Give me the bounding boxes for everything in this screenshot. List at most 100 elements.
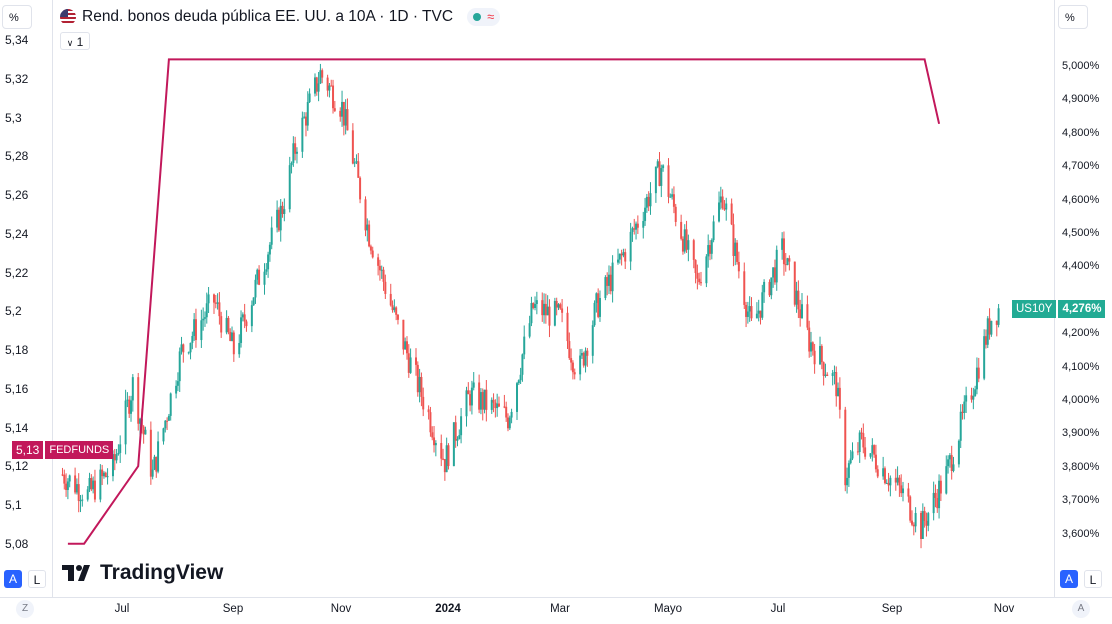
us10y-candle [784, 253, 787, 272]
right-price-axis[interactable] [1054, 0, 1112, 597]
log-scale-button-right[interactable]: L [1084, 570, 1102, 588]
us10y-candle [757, 299, 760, 322]
symbol-legend[interactable]: Rend. bonos deuda pública EE. UU. a 10A … [60, 7, 501, 27]
us10y-candle [191, 331, 194, 350]
us10y-candle [546, 295, 549, 316]
status-pill[interactable]: ≈ [467, 8, 501, 26]
us10y-candle [654, 166, 657, 203]
us10y-candle [795, 281, 798, 313]
us10y-candle [263, 263, 266, 295]
left-axis-tick: 5,2 [5, 304, 22, 319]
us10y-candle [959, 404, 962, 449]
auto-time-scale-button[interactable]: A [1072, 600, 1090, 618]
us10y-candle [151, 459, 154, 480]
us10y-candle [404, 337, 407, 350]
us10y-candle [519, 367, 522, 385]
us10y-candle [178, 347, 181, 392]
us10y-candle [164, 420, 167, 433]
us10y-candle [203, 311, 206, 327]
us10y-candle [212, 293, 215, 314]
us10y-candle [86, 486, 89, 502]
us10y-candle [292, 136, 295, 167]
us10y-candle [721, 189, 724, 210]
us10y-candle [882, 456, 885, 480]
us10y-candle [79, 495, 82, 513]
us10y-candle [750, 297, 753, 322]
us10y-candle [319, 63, 322, 85]
us10y-candle [252, 297, 255, 306]
us10y-candle [532, 302, 535, 310]
collapse-count: 1 [76, 35, 84, 49]
right-unit-box[interactable]: % [1058, 5, 1088, 29]
us10y-candle [483, 389, 486, 414]
us10y-candle [167, 413, 170, 421]
us10y-candle [433, 426, 436, 453]
us10y-candle [371, 246, 374, 259]
us10y-candle [617, 248, 620, 265]
right-axis-tick: 4,400% [1062, 260, 1100, 273]
us10y-candle [485, 380, 488, 422]
us10y-candle [633, 218, 636, 235]
us10y-candle [396, 314, 399, 325]
us10y-candle [620, 249, 623, 266]
us10y-candle [416, 361, 419, 397]
us10y-candle [366, 218, 369, 242]
left-unit-box[interactable]: % [2, 5, 32, 29]
us10y-candle [207, 286, 210, 313]
us10y-candle [824, 363, 827, 378]
us10y-candle [759, 310, 762, 325]
us10y-candle [810, 331, 813, 357]
us10y-candle [800, 293, 803, 320]
us10y-candle [281, 201, 284, 218]
auto-scale-button-left[interactable]: A [4, 570, 22, 588]
us10y-candle [81, 494, 84, 507]
right-axis-tick: 4,900% [1062, 93, 1100, 106]
us10y-candle [851, 442, 854, 461]
us10y-candle [846, 467, 849, 494]
chart-area[interactable] [52, 0, 1054, 597]
us10y-candle [860, 427, 863, 440]
us10y-candle [530, 296, 533, 327]
us10y-candle [225, 310, 228, 335]
us10y-candle [618, 253, 621, 264]
us10y-candle [90, 474, 93, 492]
us10y-candle [256, 268, 259, 285]
us10y-candle [683, 224, 686, 254]
time-axis[interactable] [0, 597, 1112, 624]
us10y-candle [422, 387, 425, 417]
us10y-candle [894, 468, 897, 491]
us10y-candle [295, 147, 298, 164]
tradingview-logo[interactable]: TradingView [62, 561, 223, 585]
us10y-candle [523, 325, 526, 360]
us10y-candle [876, 465, 879, 479]
us10y-candle [856, 442, 859, 456]
us10y-candle [864, 436, 867, 460]
us10y-candle [315, 76, 318, 96]
us10y-candle [216, 293, 219, 310]
us10y-candle [481, 388, 484, 421]
us10y-candle [328, 82, 331, 98]
left-axis-tick: 5,3 [5, 110, 22, 125]
us10y-candle [276, 200, 279, 233]
zoom-reset-button[interactable]: Z [16, 600, 34, 618]
us10y-candle [346, 98, 349, 131]
us10y-candle [268, 242, 271, 262]
us10y-candle [238, 334, 241, 358]
us10y-candle [479, 388, 482, 415]
log-scale-button-left[interactable]: L [28, 570, 46, 588]
us10y-candle [561, 299, 564, 323]
us10y-candle [579, 349, 582, 381]
us-flag-icon [60, 9, 76, 25]
us10y-candle [927, 511, 930, 532]
us10y-candle [277, 207, 280, 232]
collapse-legend-button[interactable]: ∨ 1 [60, 32, 90, 50]
us10y-candle [469, 390, 472, 412]
left-price-axis[interactable] [0, 0, 53, 597]
us10y-candle [975, 357, 978, 395]
us10y-candle [723, 200, 726, 211]
us10y-candle [543, 293, 546, 324]
auto-scale-button-right[interactable]: A [1060, 570, 1078, 588]
us10y-candle [629, 222, 632, 271]
us10y-candle [707, 234, 710, 268]
us10y-candle [995, 320, 998, 337]
